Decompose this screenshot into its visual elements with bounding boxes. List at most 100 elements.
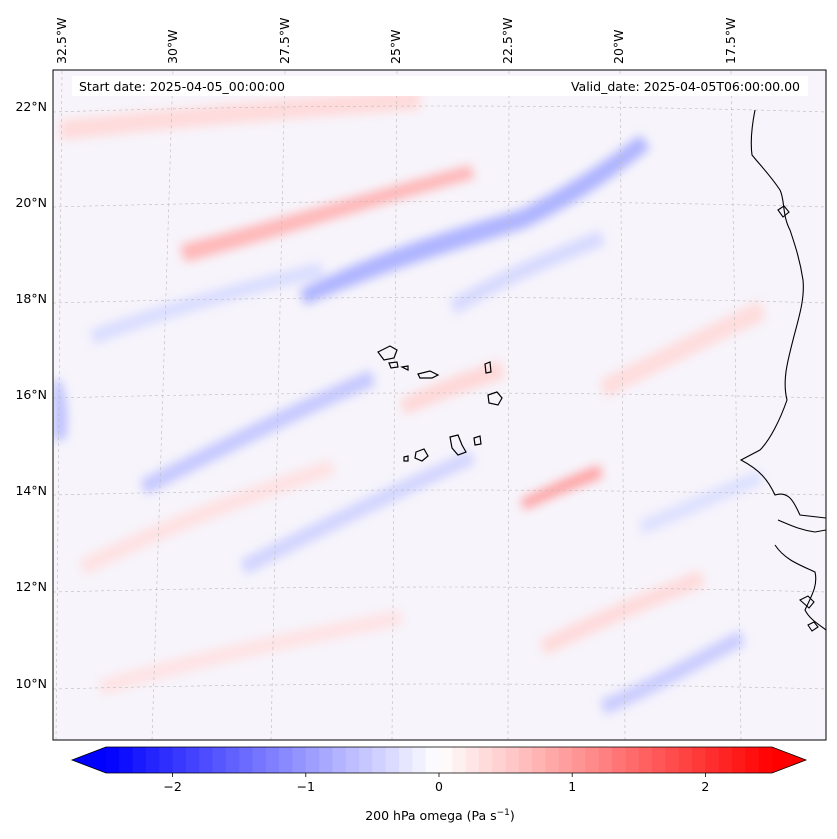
colorbar-segment	[732, 747, 746, 773]
lon-label-32-5w: 32.5°W	[54, 18, 69, 64]
colorbar-segment	[159, 747, 174, 773]
map-frame	[52, 69, 827, 741]
coastal-island-3	[777, 205, 790, 218]
colorbar-label-text: 200 hPa omega (Pa s	[365, 808, 496, 823]
colorbar-segment	[212, 747, 227, 773]
colorbar-segment	[598, 747, 613, 773]
colorbar-tick-label: −2	[163, 779, 181, 794]
colorbar-segment	[518, 747, 533, 773]
colorbar-label-exponent: −1	[497, 808, 510, 818]
colorbar-segment	[692, 747, 706, 773]
colorbar-segments	[106, 747, 773, 773]
colorbar-segment	[252, 747, 267, 773]
colorbar-segment	[678, 747, 693, 773]
santa-luzia	[400, 365, 409, 371]
boa-vista	[487, 391, 503, 406]
start-date-label: Start date: 2025-04-05_00:00:00	[79, 79, 285, 94]
colorbar-segment	[319, 747, 334, 773]
longitude-labels: 32.5°W 30°W 27.5°W 25°W 22.5°W 20°W 17.5…	[54, 18, 738, 64]
africa-coastline	[739, 109, 826, 519]
colorbar-segment	[745, 747, 760, 773]
colorbar-label-close: )	[510, 808, 515, 823]
lat-label-16n: 16°N	[15, 387, 47, 402]
coastal-island-1	[799, 595, 815, 609]
lon-label-20w: 20°W	[611, 29, 626, 64]
colorbar-segment	[119, 747, 134, 773]
lat-label-10n: 10°N	[15, 676, 47, 691]
colorbar-segment	[439, 747, 453, 773]
colorbar-segment	[265, 747, 280, 773]
colorbar-segment	[652, 747, 667, 773]
colorbar-segment	[625, 747, 640, 773]
coastal-island-2	[807, 621, 819, 632]
lon-label-25w: 25°W	[388, 29, 403, 64]
colorbar-segment	[465, 747, 480, 773]
colorbar-segment	[452, 747, 467, 773]
header-band	[72, 76, 808, 96]
gambia-coast	[777, 519, 826, 533]
colorbar-segment	[199, 747, 214, 773]
colorbar-segment	[412, 747, 427, 773]
colorbar-tick-label: −1	[297, 779, 315, 794]
santo-antao	[377, 345, 398, 361]
valid-date-label: Valid_date: 2025-04-05T06:00:00.00	[571, 79, 800, 94]
colorbar-segment	[225, 747, 240, 773]
colorbar-outline	[70, 746, 808, 774]
colorbar-segment	[239, 747, 254, 773]
lat-label-12n: 12°N	[15, 579, 47, 594]
colorbar-segment	[425, 747, 440, 773]
colorbar-label: 200 hPa omega (Pa s−1)	[365, 808, 515, 823]
lat-label-20n: 20°N	[15, 195, 47, 210]
colorbar-segment	[705, 747, 720, 773]
colorbar-max-extension	[772, 747, 806, 773]
sal	[484, 361, 492, 374]
colorbar-segment	[305, 747, 320, 773]
colorbar-segment	[359, 747, 373, 773]
coastline	[739, 109, 826, 632]
colorbar-segment	[372, 747, 387, 773]
colorbar-segment	[332, 747, 347, 773]
colorbar-segment	[399, 747, 413, 773]
colorbar-tick-label: 2	[701, 779, 709, 794]
sao-vicente	[388, 361, 399, 369]
guinea-bissau-coast	[774, 544, 826, 631]
colorbar-segment	[132, 747, 147, 773]
colorbar-segment	[638, 747, 653, 773]
colorbar-segment	[492, 747, 507, 773]
colorbar-segment	[758, 747, 773, 773]
colorbar-segment	[292, 747, 307, 773]
lat-label-22n: 22°N	[15, 99, 47, 114]
lon-label-22-5w: 22.5°W	[500, 18, 515, 64]
colorbar-segment	[718, 747, 733, 773]
colorbar-segment	[505, 747, 520, 773]
colorbar-segment	[612, 747, 627, 773]
colorbar-ticks: −2 −1 0 1 2	[163, 773, 709, 794]
colorbar-segment	[585, 747, 600, 773]
colorbar-segment	[185, 747, 200, 773]
lon-label-27-5w: 27.5°W	[277, 18, 292, 64]
colorbar-segment	[572, 747, 587, 773]
colorbar-segment	[385, 747, 400, 773]
colorbar-segment	[532, 747, 547, 773]
latitude-labels: 22°N 20°N 18°N 16°N 14°N 12°N 10°N	[15, 99, 47, 691]
santiago	[449, 434, 467, 456]
fogo	[414, 448, 429, 462]
colorbar-segment	[145, 747, 160, 773]
brava	[403, 455, 409, 462]
lon-label-30w: 30°W	[165, 29, 180, 64]
sao-nicolau	[417, 370, 440, 379]
colorbar-tick-label: 0	[435, 779, 443, 794]
colorbar-segment	[172, 747, 187, 773]
colorbar-segment	[478, 747, 493, 773]
lon-label-17-5w: 17.5°W	[723, 18, 738, 64]
colorbar-segment	[106, 747, 120, 773]
colorbar-segment	[279, 747, 294, 773]
colorbar-segment	[665, 747, 680, 773]
cape-verde-islands	[377, 345, 503, 462]
colorbar-segment	[545, 747, 560, 773]
lat-label-18n: 18°N	[15, 291, 47, 306]
colorbar-tick-label: 1	[568, 779, 576, 794]
graticule	[53, 70, 826, 740]
omega-field	[53, 70, 826, 740]
